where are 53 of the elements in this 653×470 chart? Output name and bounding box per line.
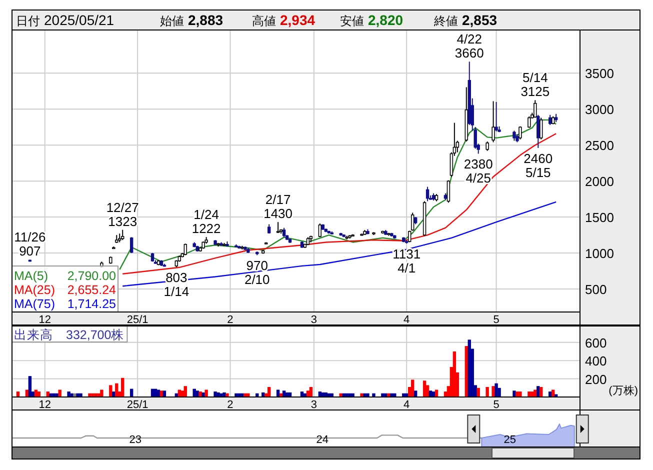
- annotation: 12/27 1323: [106, 200, 139, 229]
- text: MA(75): [14, 297, 55, 311]
- y-tick-label: 3500: [585, 66, 614, 82]
- text: 2,934: [280, 12, 316, 28]
- text: MA(5): [14, 269, 48, 283]
- y-tick-label: 1000: [585, 246, 614, 262]
- x-tick-label: 12: [38, 314, 52, 326]
- x-tick-label: 23: [129, 434, 142, 446]
- text: 日付: [16, 14, 40, 28]
- y-tick-label: 3000: [585, 102, 614, 118]
- text: 高値: [252, 14, 276, 28]
- x-tick-label: 4: [404, 314, 410, 326]
- y-tick-label: 2000: [585, 174, 614, 190]
- y-tick-label: 500: [585, 282, 607, 297]
- y-axis-title: (万株): [608, 384, 638, 397]
- x-tick-label: 25/1: [126, 399, 148, 411]
- annotation: 11/26 907: [14, 230, 46, 259]
- x-tick-label: 2: [227, 314, 234, 326]
- y-tick-label: 200: [585, 372, 607, 387]
- y-tick-label: 2500: [585, 138, 614, 154]
- y-tick-label: 400: [585, 354, 607, 369]
- text: MA(25): [14, 283, 55, 297]
- text: 2,883: [188, 12, 224, 28]
- annotation: 2380 4/25: [464, 156, 493, 186]
- annotation: 1,714.25: [67, 297, 116, 311]
- text: 終値: [433, 14, 458, 28]
- annotation: 1131 4/1: [392, 246, 421, 276]
- y-tick-label: 1500: [585, 210, 614, 226]
- annotation: 4/22 3660: [454, 32, 484, 61]
- text: 安値: [340, 14, 364, 28]
- text: 2,853: [462, 12, 498, 28]
- annotation: 970 2/10: [244, 258, 270, 288]
- x-tick-label: 25: [504, 434, 516, 446]
- annotation: 2460 5/15: [524, 150, 553, 180]
- chart-title: 出来高 332,700株: [14, 327, 124, 342]
- text: 始値: [160, 14, 184, 28]
- x-tick-label: 5: [493, 399, 500, 411]
- x-tick-label: 12: [38, 399, 52, 411]
- y-tick-label: 600: [585, 335, 607, 350]
- x-tick-label: 2: [227, 399, 234, 411]
- x-tick-label: 5: [493, 314, 500, 326]
- annotation: 2/17 1430: [264, 192, 293, 222]
- annotation: 5/14 3125: [520, 70, 550, 100]
- x-tick-label: 3: [310, 399, 317, 411]
- x-tick-label: 3: [310, 314, 317, 326]
- x-tick-label: 24: [316, 434, 328, 446]
- x-tick-label: 4: [404, 399, 410, 411]
- annotation: 1/24 1222: [192, 207, 221, 236]
- annotation: 2,655.24: [67, 283, 116, 297]
- x-tick-label: 25/1: [126, 314, 148, 326]
- annotation: 2,790.00: [67, 269, 116, 283]
- text: 2,820: [368, 12, 404, 28]
- text: 2025/05/21: [44, 12, 114, 28]
